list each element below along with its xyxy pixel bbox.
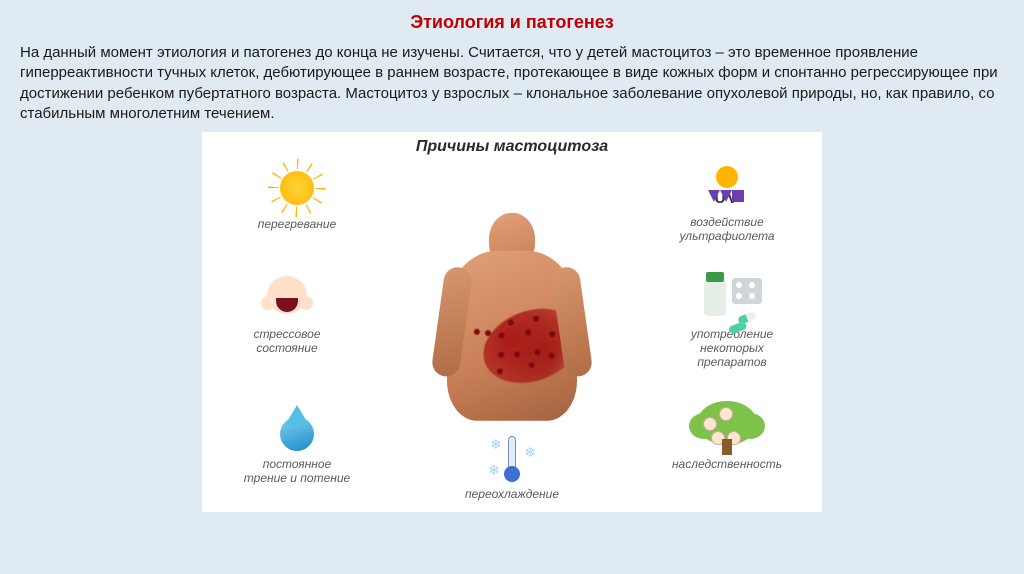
cause-hypothermia: ❄❄❄ переохлаждение: [447, 432, 577, 502]
sun-icon: [280, 171, 314, 205]
family-tree-icon: [697, 401, 757, 455]
cause-stress: стрессовоесостояние: [222, 272, 352, 356]
thermometer-cold-icon: ❄❄❄: [488, 434, 536, 482]
cause-label: воздействиеультрафиолета: [662, 216, 792, 244]
diagram-title: Причины мастоцитоза: [202, 138, 822, 156]
slide-root: Этиология и патогенез На данный момент э…: [0, 0, 1024, 574]
cause-friction: постоянноетрение и потение: [232, 402, 362, 486]
crying-baby-icon: [259, 272, 315, 324]
cause-label: постоянноетрение и потение: [232, 458, 362, 486]
water-drop-icon: [279, 405, 315, 451]
cause-label: переохлаждение: [447, 488, 577, 502]
cause-label: употреблениенекоторых препаратов: [667, 328, 797, 369]
medication-icon: [702, 272, 762, 324]
cause-uv: UV воздействиеультрафиолета: [662, 160, 792, 244]
cause-heredity: наследственность: [662, 402, 792, 472]
cause-label: наследственность: [662, 458, 792, 472]
uv-icon: UV: [715, 166, 740, 207]
slide-title: Этиология и патогенез: [20, 12, 1004, 33]
cause-drugs: употреблениенекоторых препаратов: [667, 272, 797, 369]
diagram-container: Причины мастоцитоза перегревание стрессов…: [202, 132, 822, 512]
torso-figure: [432, 221, 592, 441]
body-paragraph: На данный момент этиология и патогенез д…: [20, 43, 1004, 124]
cause-label: стрессовоесостояние: [222, 328, 352, 356]
cause-overheating: перегревание: [232, 162, 362, 232]
cause-label: перегревание: [232, 218, 362, 232]
